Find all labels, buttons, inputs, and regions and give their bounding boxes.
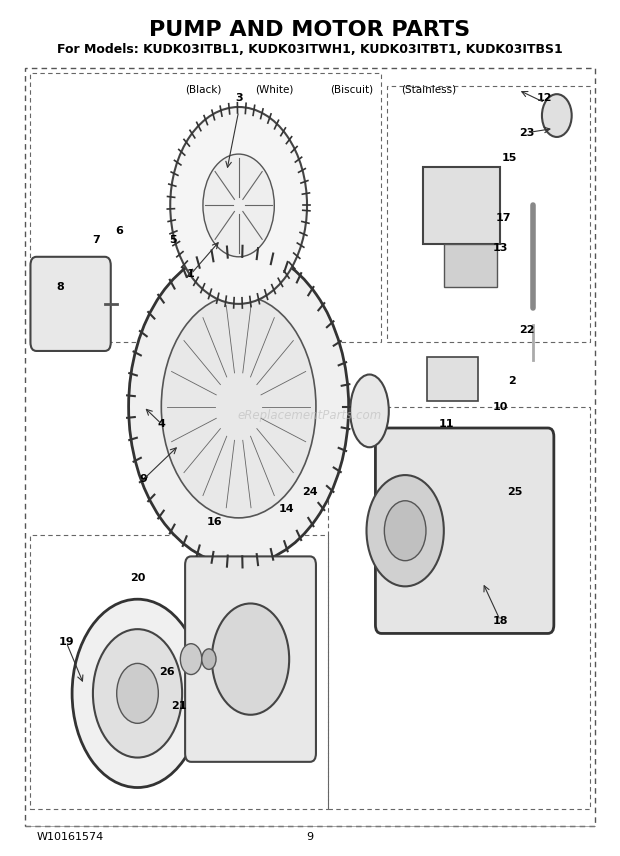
Circle shape: [366, 475, 444, 586]
Circle shape: [384, 501, 426, 561]
Text: 20: 20: [130, 573, 145, 583]
Text: 7: 7: [92, 235, 100, 245]
FancyBboxPatch shape: [30, 257, 111, 351]
Text: (Stainless): (Stainless): [401, 85, 456, 95]
Text: For Models: KUDK03ITBL1, KUDK03ITWH1, KUDK03ITBT1, KUDK03ITBS1: For Models: KUDK03ITBL1, KUDK03ITWH1, KU…: [57, 43, 563, 56]
Text: 15: 15: [502, 153, 517, 163]
Text: 8: 8: [56, 282, 64, 292]
Text: 4: 4: [157, 419, 166, 429]
Bar: [25, 68, 595, 826]
Text: PUMP AND MOTOR PARTS: PUMP AND MOTOR PARTS: [149, 20, 471, 40]
Text: 26: 26: [159, 667, 175, 677]
Text: 2: 2: [508, 376, 516, 386]
Text: 23: 23: [520, 128, 535, 138]
Circle shape: [203, 154, 274, 257]
Text: 21: 21: [171, 701, 187, 711]
Circle shape: [128, 248, 348, 565]
Text: W10161574: W10161574: [37, 832, 104, 842]
FancyBboxPatch shape: [444, 244, 497, 287]
Circle shape: [117, 663, 158, 723]
Bar: [30, 535, 328, 809]
Text: 18: 18: [492, 615, 508, 626]
Text: 13: 13: [493, 243, 508, 253]
Text: 10: 10: [493, 401, 508, 412]
Circle shape: [72, 599, 203, 788]
Circle shape: [180, 644, 202, 675]
Text: (Biscuit): (Biscuit): [330, 85, 373, 95]
Bar: [328, 407, 590, 809]
Text: 5: 5: [169, 235, 177, 245]
Circle shape: [170, 107, 307, 304]
Text: 3: 3: [235, 93, 242, 104]
Text: eReplacementParts.com: eReplacementParts.com: [238, 408, 382, 422]
Circle shape: [161, 295, 316, 518]
Text: 11: 11: [439, 419, 454, 429]
FancyBboxPatch shape: [427, 357, 478, 401]
Bar: [30, 73, 381, 342]
Text: 9: 9: [140, 474, 148, 484]
Circle shape: [93, 629, 182, 758]
Ellipse shape: [350, 375, 389, 447]
Bar: [388, 86, 590, 342]
Circle shape: [212, 603, 289, 715]
Text: 14: 14: [278, 504, 294, 514]
Text: 6: 6: [116, 226, 123, 236]
Circle shape: [542, 94, 572, 137]
Text: 24: 24: [302, 487, 318, 497]
Text: 12: 12: [537, 93, 552, 104]
Text: (White): (White): [255, 85, 293, 95]
Text: 17: 17: [495, 213, 511, 223]
Circle shape: [202, 649, 216, 669]
FancyBboxPatch shape: [423, 167, 500, 244]
Text: 25: 25: [508, 487, 523, 497]
FancyBboxPatch shape: [185, 556, 316, 762]
Text: 1: 1: [187, 269, 195, 279]
Text: (Black): (Black): [185, 85, 221, 95]
Text: 16: 16: [207, 517, 223, 527]
Text: 9: 9: [306, 832, 314, 842]
Text: 19: 19: [58, 637, 74, 647]
Text: 22: 22: [520, 324, 535, 335]
FancyBboxPatch shape: [376, 428, 554, 633]
